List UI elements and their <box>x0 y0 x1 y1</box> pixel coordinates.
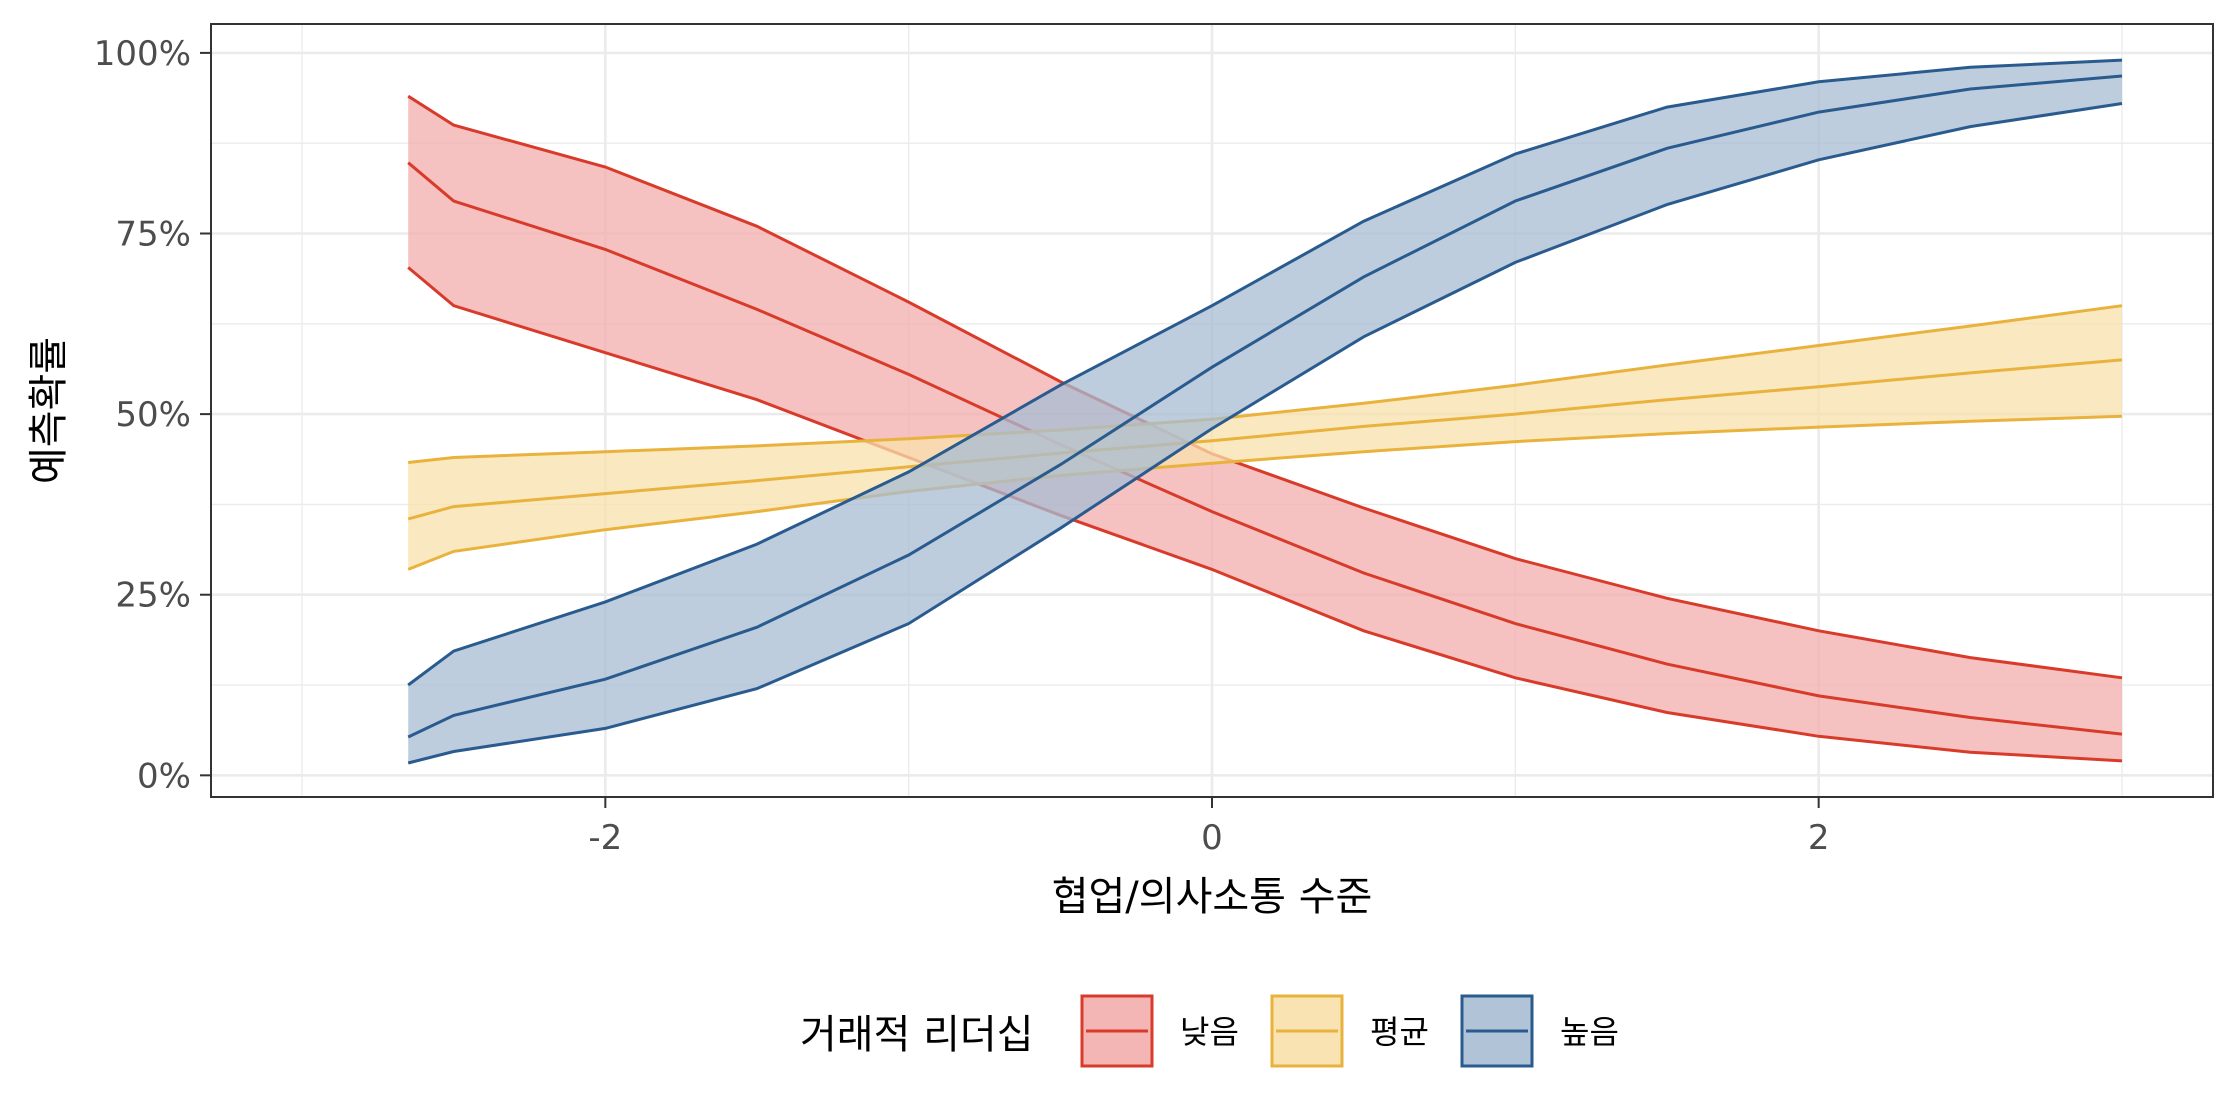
lower-bound-line-0 <box>407 266 2123 763</box>
y-axis-ticks: 0% 25% 50% 75% 100% <box>94 34 211 796</box>
legend-label-0: 낮음 <box>1180 1013 1239 1051</box>
fitted-line-1 <box>407 358 2123 521</box>
y-tick-label: 50% <box>115 395 191 435</box>
x-tick-label: -2 <box>588 818 622 858</box>
upper-bound-line-2 <box>407 58 2123 687</box>
legend: 거래적 리더십 낮음 평균 높음 <box>800 994 1619 1068</box>
x-axis-ticks: -2 0 2 <box>588 797 1829 858</box>
fitted-line-2 <box>407 74 2123 739</box>
confidence-ribbon-1 <box>408 305 2123 570</box>
series-2 <box>407 58 2123 765</box>
y-axis-title: 예측확률 <box>26 337 72 484</box>
x-tick-label: 2 <box>1808 818 1830 858</box>
series-layer <box>407 58 2123 765</box>
confidence-ribbon-0 <box>408 96 2123 761</box>
lower-bound-line-1 <box>407 414 2123 571</box>
legend-label-2: 높음 <box>1560 1013 1619 1051</box>
legend-label-1: 평균 <box>1370 1013 1429 1051</box>
x-axis-title: 협업/의사소통 수준 <box>1052 874 1373 920</box>
y-tick-label: 0% <box>137 756 191 796</box>
confidence-ribbon-2 <box>408 60 2123 764</box>
x-tick-label: 0 <box>1201 818 1223 858</box>
legend-title: 거래적 리더십 <box>800 1012 1034 1058</box>
fitted-line-0 <box>407 161 2123 736</box>
y-tick-label: 75% <box>115 215 191 255</box>
series-0 <box>407 94 2123 763</box>
y-tick-label: 100% <box>94 34 191 74</box>
y-tick-label: 25% <box>115 576 191 616</box>
lower-bound-line-2 <box>407 102 2123 765</box>
